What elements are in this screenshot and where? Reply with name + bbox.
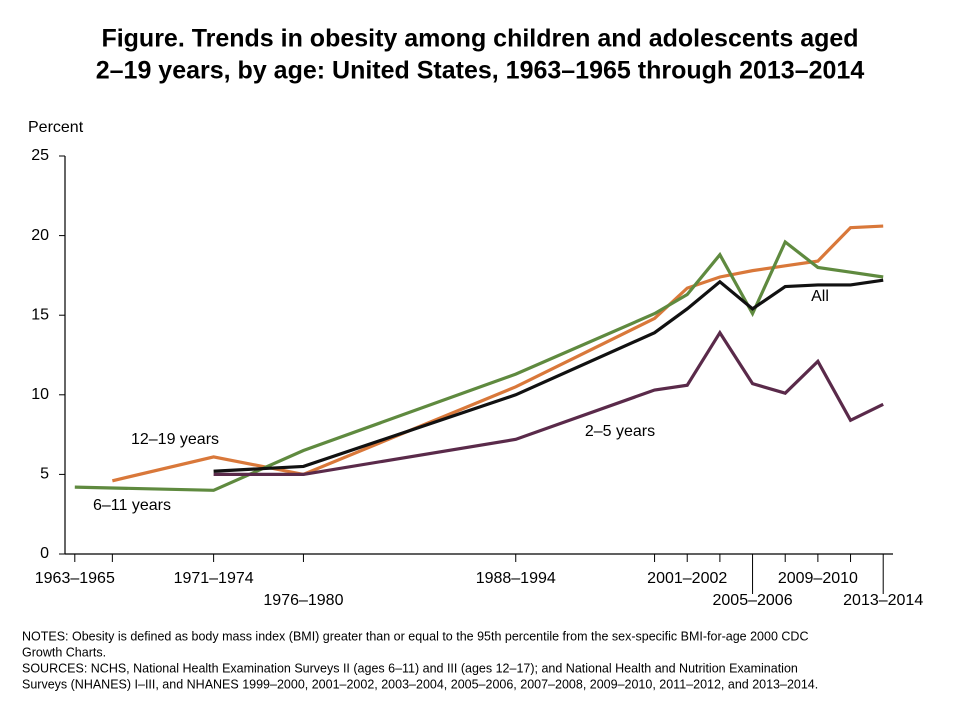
note: NOTES: Obesity is defined as body mass i… — [22, 629, 808, 643]
y-tick-label: 15 — [31, 306, 49, 323]
chart-title: 2–19 years, by age: United States, 1963–… — [96, 57, 865, 85]
x-tick-label: 1988–1994 — [476, 570, 556, 587]
y-tick-label: 5 — [40, 466, 49, 483]
note: Growth Charts. — [22, 645, 106, 659]
series-label: 2–5 years — [585, 423, 655, 440]
y-tick-label: 25 — [31, 147, 49, 164]
note: SOURCES: NCHS, National Health Examinati… — [22, 661, 798, 675]
x-tick-label: 1976–1980 — [263, 592, 343, 609]
x-tick-label: 2013–2014 — [843, 592, 923, 609]
series-label: 12–19 years — [131, 431, 219, 448]
y-axis-label: Percent — [28, 119, 84, 136]
y-tick-label: 20 — [31, 227, 49, 244]
y-tick-label: 0 — [40, 545, 49, 562]
chart-title: Figure. Trends in obesity among children… — [101, 25, 858, 53]
x-tick-label: 1971–1974 — [174, 570, 254, 587]
note: Surveys (NHANES) I–III, and NHANES 1999–… — [22, 677, 818, 691]
series-label: All — [811, 288, 829, 305]
x-tick-label: 2001–2002 — [647, 570, 727, 587]
series-line — [213, 329, 884, 476]
x-tick-label: 2009–2010 — [778, 570, 858, 587]
series-label: 6–11 years — [93, 497, 171, 514]
series-line — [213, 278, 884, 473]
y-tick-label: 10 — [31, 386, 49, 403]
x-tick-label: 1963–1965 — [35, 570, 115, 587]
series-line — [111, 224, 884, 483]
x-tick-label: 2005–2006 — [713, 592, 793, 609]
series-line — [74, 239, 884, 492]
